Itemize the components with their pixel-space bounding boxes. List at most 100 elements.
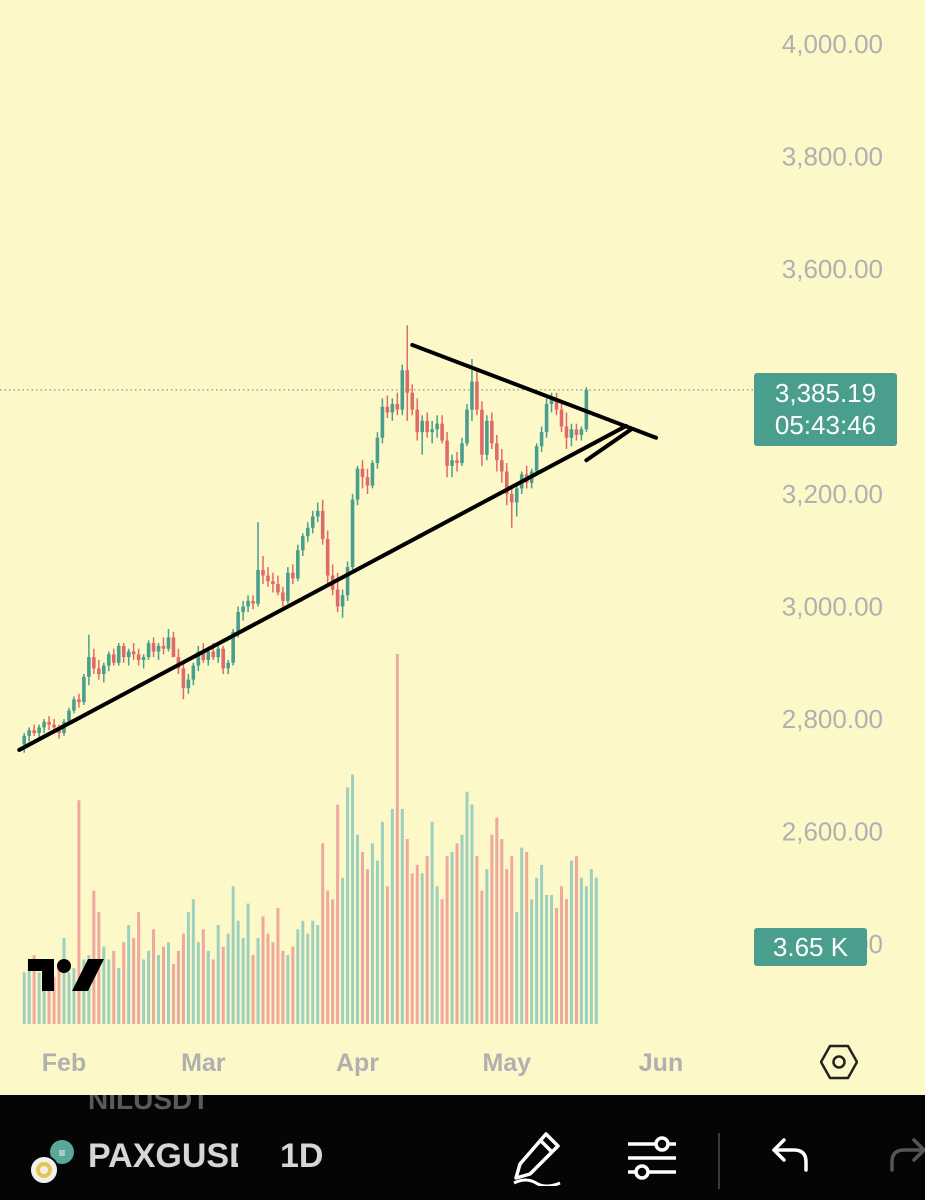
candle-body (445, 440, 449, 466)
volume-bar (226, 933, 230, 1024)
x-tick-label: Mar (181, 1049, 226, 1077)
descending-resistance-trendline (410, 342, 659, 440)
candle-body (161, 645, 166, 649)
candle-body (106, 654, 111, 666)
volume-bar (400, 808, 404, 1024)
candle-body (291, 572, 295, 579)
volume-bar (520, 847, 524, 1024)
candle-body (241, 606, 245, 613)
candle-body (246, 600, 250, 607)
candle-body (455, 460, 459, 464)
volume-label: 3.65 K (754, 928, 867, 966)
chart-area[interactable]: 4,000.00 3,800.00 3,600.00 3,200.00 3,000.00… (0, 0, 925, 1095)
triangle-apex-connector-trendline (584, 427, 634, 463)
candle-body (236, 612, 240, 632)
candle-body (286, 572, 290, 601)
volume-bar (594, 877, 598, 1024)
candle-body (574, 429, 579, 435)
volume-bar (560, 886, 563, 1024)
candle-body (335, 589, 340, 607)
indicator-settings-icon[interactable] (626, 1130, 678, 1186)
candle-body (310, 516, 315, 528)
candle-body (385, 406, 390, 413)
candle-body (514, 488, 519, 503)
candle-body (72, 699, 76, 711)
candle-body (141, 657, 146, 660)
redo-icon[interactable] (888, 1130, 925, 1180)
interval-selector[interactable]: 1D (280, 1137, 324, 1175)
candle-body (380, 406, 385, 438)
candle-body (281, 592, 285, 601)
volume-bar (147, 950, 151, 1024)
volume-bar (425, 856, 429, 1024)
volume-bar (261, 916, 265, 1024)
candle-body (32, 730, 36, 734)
volume-bar (216, 925, 220, 1024)
volume-bar (480, 890, 484, 1024)
candle-body (171, 637, 176, 658)
volume-bar (37, 972, 41, 1024)
volume-bar (152, 929, 156, 1024)
candle-body (320, 510, 325, 539)
candle-body (266, 575, 270, 582)
candle-body (460, 443, 464, 464)
volume-bar (564, 899, 568, 1024)
volume-bar (306, 933, 310, 1024)
volume-bar (555, 907, 559, 1024)
volume-bar (405, 839, 409, 1024)
candle-body (534, 446, 539, 472)
candle-body (410, 392, 415, 410)
volume-bar (589, 869, 593, 1024)
bottom-toolbar: NILUSDT PAXGUSDT 1D (0, 1095, 925, 1200)
candle-body (420, 420, 424, 433)
candle-body (569, 429, 574, 438)
secondary-symbol-peek[interactable]: NILUSDT (88, 1095, 210, 1115)
volume-bar (569, 860, 573, 1024)
candle-body (22, 735, 26, 745)
candle-body (360, 468, 365, 478)
volume-bar (525, 851, 529, 1024)
candle-body (111, 654, 116, 663)
symbol-name[interactable]: PAXGUSDT (88, 1137, 238, 1175)
volume-bar (351, 774, 355, 1024)
volume-bar (137, 912, 141, 1024)
candle-body (325, 539, 330, 576)
volume-bar (22, 972, 26, 1024)
volume-bar (545, 894, 549, 1024)
x-tick-label: Apr (336, 1049, 379, 1077)
volume-bar (132, 937, 136, 1024)
volume-bar (321, 843, 325, 1024)
candle-body (350, 499, 355, 568)
candle-body (415, 409, 420, 433)
volume-bar (460, 834, 464, 1024)
candle-body (544, 404, 549, 433)
volume-bar (122, 942, 126, 1024)
y-tick-label: 4,000.00 (782, 29, 883, 59)
candle-body (315, 510, 320, 517)
candle-body (82, 676, 86, 703)
volume-bar (346, 787, 350, 1024)
volume-bar (256, 937, 260, 1024)
volume-bar (440, 899, 444, 1024)
volume-bar (281, 950, 285, 1024)
volume-bar (361, 851, 364, 1024)
volume-bar (485, 869, 489, 1024)
candle-body (490, 420, 494, 444)
candle-body (221, 648, 225, 669)
undo-icon[interactable] (770, 1130, 810, 1180)
volume-bar (445, 856, 449, 1024)
volume-bar (186, 912, 190, 1024)
volume-bar (181, 933, 185, 1024)
volume-bar (157, 955, 161, 1024)
y-tick-label: 2,800.00 (782, 704, 883, 734)
pen-icon[interactable] (512, 1130, 562, 1186)
volume-bar (465, 791, 469, 1024)
volume-bar (515, 912, 519, 1024)
candle-body (301, 536, 305, 551)
volume-bar (171, 963, 175, 1024)
volume-bar (201, 929, 205, 1024)
chart-settings-icon[interactable] (820, 1043, 858, 1081)
candle-body (186, 679, 191, 689)
candle-body (131, 651, 136, 655)
candle-body (500, 460, 504, 472)
